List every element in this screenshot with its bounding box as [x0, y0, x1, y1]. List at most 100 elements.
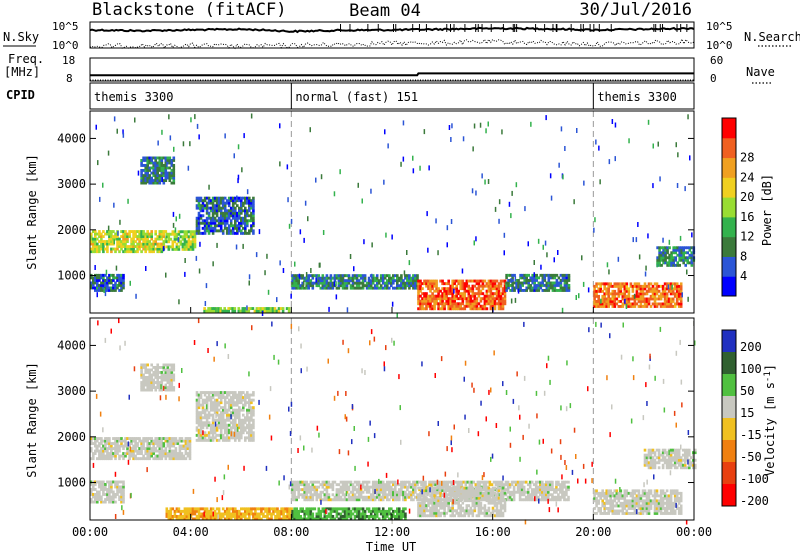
heatmap-cell [317, 281, 321, 285]
heatmap-cell [106, 490, 109, 494]
heatmap-cell [223, 204, 227, 208]
heatmap-cell [481, 304, 485, 308]
heatmap-cell [110, 286, 113, 290]
heatmap-sparse-cell [462, 136, 465, 142]
heatmap-cell [351, 483, 355, 487]
heatmap-cell [142, 378, 145, 382]
heatmap-cell [168, 159, 172, 162]
heatmap-cell [365, 281, 369, 285]
heatmap-cell [207, 201, 211, 205]
heatmap-cell [140, 161, 143, 165]
heatmap-cell [203, 391, 207, 394]
heatmap-cell [229, 214, 233, 218]
heatmap-cell [438, 483, 441, 487]
heatmap-cell [603, 284, 606, 288]
heatmap-cell [211, 396, 215, 399]
heatmap-cell [451, 304, 454, 308]
heatmap-cell [669, 300, 673, 303]
heatmap-cell [126, 447, 129, 450]
heatmap-cell [675, 289, 679, 293]
heatmap-cell [242, 507, 245, 511]
heatmap-cell [339, 485, 343, 489]
heatmap-cell [595, 292, 598, 296]
heatmap-cell [162, 242, 166, 246]
heatmap-cell [140, 439, 143, 443]
nsearch-label: N.Search [744, 30, 800, 44]
heatmap-cell [297, 512, 300, 516]
heatmap-cell [252, 515, 255, 518]
heatmap-cell [633, 305, 637, 308]
heatmap-sparse-cell [545, 115, 547, 121]
heatmap-cell [297, 515, 300, 518]
heatmap-sparse-cell [266, 253, 268, 259]
heatmap-cell [539, 281, 543, 285]
heatmap-cell [250, 206, 253, 210]
heatmap-cell [160, 250, 164, 254]
heatmap-cell [609, 302, 612, 306]
heatmap-cell [515, 286, 518, 290]
heatmap-cell [463, 284, 467, 288]
heatmap-cell [367, 281, 371, 285]
heatmap-cell [662, 256, 665, 260]
heatmap-cell [158, 242, 162, 246]
heatmap-cell [205, 196, 209, 200]
heatmap-cell [445, 294, 448, 298]
heatmap-cell [199, 426, 203, 430]
heatmap-cell [158, 437, 162, 440]
heatmap-cell [455, 289, 458, 293]
heatmap-cell [150, 161, 153, 165]
heatmap-cell [154, 179, 157, 182]
heatmap-cell [341, 498, 345, 502]
heatmap-cell [177, 245, 181, 249]
heatmap-sparse-cell [122, 132, 125, 138]
heatmap-cell [128, 235, 131, 238]
heatmap-sparse-cell [391, 234, 393, 240]
heatmap-cell [238, 438, 241, 442]
heatmap-cell [339, 279, 343, 283]
heatmap-cell [231, 512, 235, 516]
heatmap-cell [112, 437, 115, 440]
heatmap-cell [201, 406, 205, 410]
heatmap-cell [518, 485, 522, 489]
heatmap-cell [309, 512, 313, 516]
heatmap-cell [100, 286, 103, 290]
heatmap-cell [248, 416, 251, 420]
heatmap-cell [242, 515, 245, 518]
heatmap-cell [94, 493, 97, 496]
heatmap-cell [201, 517, 205, 521]
heatmap-sparse-cell [657, 141, 659, 147]
heatmap-cell [227, 214, 231, 218]
heatmap-cell [307, 507, 310, 511]
heatmap-cell [231, 421, 235, 425]
heatmap-cell [265, 309, 269, 313]
heatmap-cell [457, 282, 460, 286]
heatmap-cell [138, 449, 141, 453]
heatmap-cell [242, 512, 245, 516]
heatmap-cell [102, 439, 105, 443]
heatmap-cell [248, 423, 251, 427]
heatmap-cell [333, 480, 337, 484]
heatmap-cell [92, 237, 95, 241]
heatmap-cell [201, 201, 205, 205]
heatmap-cell [390, 276, 393, 280]
heatmap-cell [100, 449, 103, 453]
heatmap-cell [402, 509, 405, 513]
heatmap-cell [211, 416, 215, 420]
heatmap-cell [291, 493, 294, 497]
heatmap-cell [379, 279, 383, 283]
heatmap-cell [236, 231, 239, 235]
heatmap-cell [238, 214, 241, 218]
heatmap-cell [371, 498, 375, 502]
heatmap-cell [295, 517, 298, 521]
heatmap-cell [657, 294, 661, 298]
heatmap-cell [551, 276, 555, 280]
heatmap-cell [260, 517, 263, 521]
heatmap-cell [195, 517, 199, 521]
heatmap-cell [641, 292, 645, 296]
heatmap-cell [379, 483, 383, 487]
heatmap-cell [381, 515, 385, 518]
heatmap-cell [219, 199, 223, 203]
heatmap-cell [238, 512, 241, 516]
heatmap-cell [458, 480, 461, 484]
heatmap-cell [152, 164, 155, 167]
